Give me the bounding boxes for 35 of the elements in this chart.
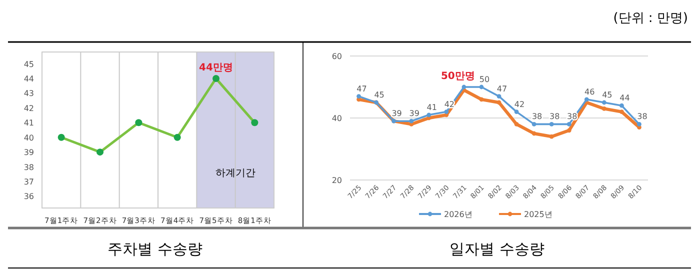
data-label: 45	[374, 90, 384, 100]
y-tick-label: 20	[332, 176, 342, 185]
data-label: 47	[496, 84, 508, 94]
y-tick-label: 43	[24, 89, 34, 98]
text: 일자별 수송량	[450, 240, 544, 258]
data-label: 38	[532, 112, 542, 122]
data-label: 38	[637, 112, 648, 122]
data-label: 44	[620, 94, 630, 103]
y-tick-label: 42	[24, 104, 34, 113]
y-tick-label: 40	[24, 133, 34, 142]
data-label: 45	[602, 90, 612, 100]
legend-label: 2025년	[524, 210, 552, 219]
data-label: 39	[409, 109, 420, 118]
data-label: 42	[514, 100, 525, 109]
y-tick-label: 60	[332, 52, 342, 61]
data-label: 50	[479, 75, 490, 84]
data-label: 47	[356, 84, 367, 94]
y-tick-label: 36	[24, 192, 34, 202]
annotation: 44만명	[199, 62, 233, 74]
band-label: 하계기간	[215, 168, 256, 179]
data-label: 41	[426, 102, 437, 112]
data-label: 38	[549, 112, 560, 122]
y-tick-label: 39	[24, 148, 34, 158]
y-tick-label: 41	[24, 118, 34, 128]
y-tick-label: 38	[24, 162, 34, 172]
y-tick-label: 44	[24, 74, 34, 84]
data-label: 39	[392, 109, 402, 118]
y-tick-label: 40	[332, 114, 342, 123]
annotation: 50만명	[440, 71, 475, 82]
legend-label: 2026년	[444, 210, 472, 219]
y-tick-label: 37	[24, 178, 34, 187]
text: 주차별 수송량	[108, 240, 202, 258]
data-label: 46	[584, 87, 595, 96]
text: (단위 : 만명)	[613, 11, 688, 26]
y-tick-label: 45	[24, 60, 34, 69]
